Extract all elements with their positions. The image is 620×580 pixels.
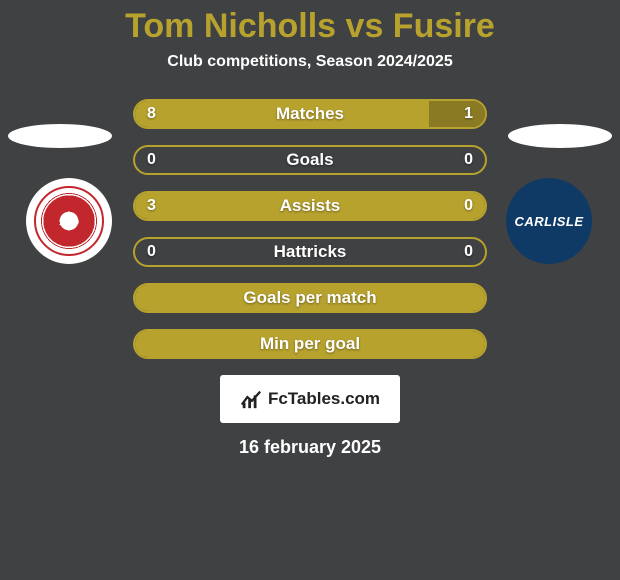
stat-bar-left-value: 8 xyxy=(147,101,156,127)
stat-bar-left-value: 0 xyxy=(147,147,156,173)
right-player-oval xyxy=(508,124,612,148)
stat-bar: Min per goal xyxy=(133,329,487,359)
stat-bar-left-fill xyxy=(135,101,429,127)
left-player-oval xyxy=(8,124,112,148)
stat-bar-label: Goals xyxy=(135,147,485,173)
comparison-card: Tom Nicholls vs Fusire Club competitions… xyxy=(0,0,620,580)
stat-bar-left-value: 3 xyxy=(147,193,156,219)
brand-badge: FcTables.com xyxy=(220,375,400,423)
chart-icon xyxy=(240,388,262,410)
stat-bar: Assists30 xyxy=(133,191,487,221)
page-title: Tom Nicholls vs Fusire xyxy=(0,0,620,45)
date-text: 16 february 2025 xyxy=(0,437,620,458)
stat-bar: Goals per match xyxy=(133,283,487,313)
stat-bar: Goals0 0 xyxy=(133,145,487,175)
stat-bar-left-fill xyxy=(135,285,485,311)
stat-bar-right-value: 1 xyxy=(464,101,473,127)
left-player-badge xyxy=(26,178,112,264)
stat-bar-left-fill xyxy=(135,331,485,357)
right-player-badge: CARLISLE xyxy=(506,178,592,264)
stat-bars: Matches81Goals00Assists30Hattricks00Goal… xyxy=(133,99,487,359)
stat-bar-left-fill xyxy=(135,193,485,219)
stat-bar-right-value: 0 xyxy=(464,193,473,219)
stat-bar-left-value: 0 xyxy=(147,239,156,265)
stat-bar: Hattricks0 0 xyxy=(133,237,487,267)
stat-bar-right-value: 0 xyxy=(464,147,473,173)
stat-bar-label: Hattricks xyxy=(135,239,485,265)
stat-bar: Matches81 xyxy=(133,99,487,129)
carlisle-crest-icon: CARLISLE xyxy=(515,214,584,229)
brand-text: FcTables.com xyxy=(268,389,380,409)
stat-bar-right-fill xyxy=(429,101,485,127)
subtitle: Club competitions, Season 2024/2025 xyxy=(0,53,620,71)
stat-bar-right-value: 0 xyxy=(464,239,473,265)
swindon-crest-icon xyxy=(34,186,104,256)
